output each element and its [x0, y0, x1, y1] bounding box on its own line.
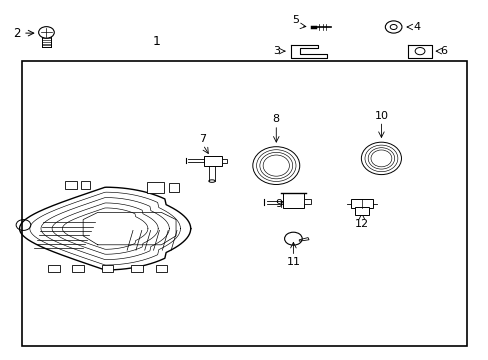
Text: 9: 9: [274, 199, 282, 210]
Text: 3: 3: [272, 46, 279, 56]
Bar: [48, 265, 60, 272]
Bar: [22, 61, 466, 346]
Bar: [282, 193, 304, 208]
Text: 10: 10: [374, 111, 387, 121]
Bar: [155, 265, 167, 272]
Text: 5: 5: [292, 15, 299, 25]
Text: 6: 6: [439, 46, 446, 56]
Bar: [221, 159, 227, 163]
Text: 2: 2: [14, 27, 21, 40]
Bar: [350, 199, 372, 208]
Text: 11: 11: [286, 257, 300, 267]
Bar: [64, 181, 77, 189]
Bar: [354, 207, 368, 215]
Text: 12: 12: [354, 219, 368, 229]
Bar: [72, 265, 84, 272]
Bar: [203, 156, 221, 166]
Text: 8: 8: [272, 114, 279, 124]
Text: 1: 1: [152, 35, 160, 48]
Bar: [146, 182, 163, 193]
Bar: [131, 265, 142, 272]
Bar: [102, 265, 113, 272]
Bar: [168, 183, 179, 192]
Bar: [81, 181, 90, 189]
Bar: [304, 199, 311, 204]
Text: 4: 4: [412, 22, 420, 32]
Text: 7: 7: [199, 134, 206, 144]
